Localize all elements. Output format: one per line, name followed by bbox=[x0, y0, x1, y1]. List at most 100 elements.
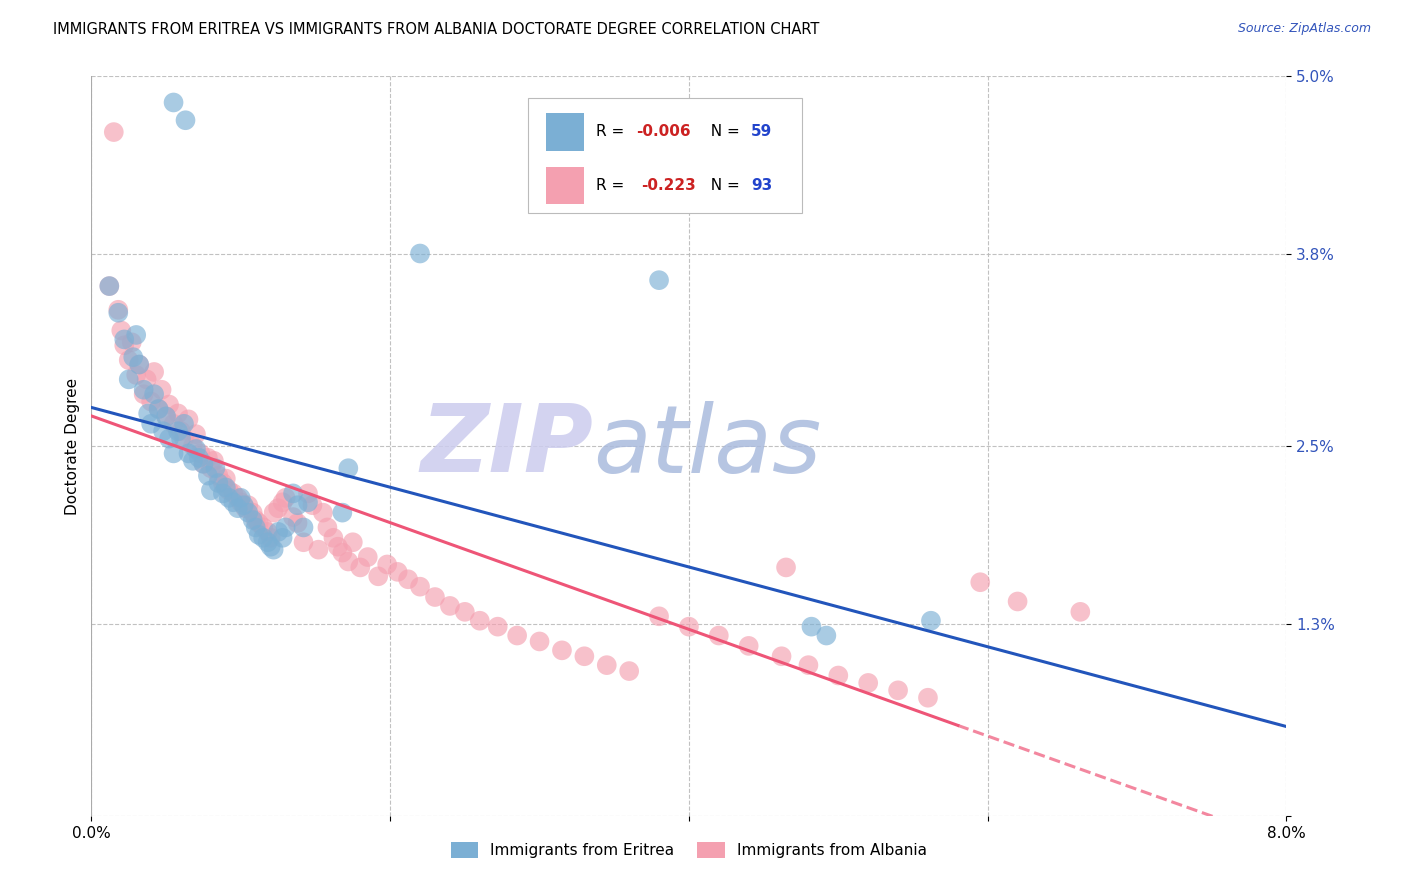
Point bbox=[332, 506, 354, 520]
Point bbox=[596, 658, 619, 673]
Point bbox=[125, 368, 148, 382]
Point bbox=[247, 528, 270, 542]
Text: ZIP: ZIP bbox=[420, 400, 593, 492]
Point bbox=[242, 513, 264, 527]
Point bbox=[190, 446, 212, 460]
Point bbox=[174, 113, 197, 128]
Point bbox=[218, 483, 240, 498]
FancyBboxPatch shape bbox=[527, 98, 803, 213]
Point bbox=[193, 457, 215, 471]
Point bbox=[887, 683, 910, 698]
Point bbox=[226, 501, 249, 516]
Point bbox=[316, 520, 339, 534]
Point bbox=[267, 524, 290, 539]
Point bbox=[307, 542, 329, 557]
Point bbox=[207, 475, 229, 490]
Point bbox=[815, 628, 838, 642]
Point bbox=[287, 498, 309, 512]
Text: 93: 93 bbox=[751, 178, 772, 193]
Point bbox=[292, 520, 315, 534]
Point bbox=[162, 417, 184, 431]
Point bbox=[170, 432, 193, 446]
Point bbox=[917, 690, 939, 705]
Point bbox=[211, 486, 233, 500]
Point bbox=[281, 486, 304, 500]
Text: 59: 59 bbox=[751, 124, 772, 139]
Point bbox=[409, 580, 432, 594]
Point bbox=[648, 273, 671, 287]
Point bbox=[274, 491, 297, 505]
Text: R =: R = bbox=[596, 124, 628, 139]
Point bbox=[132, 383, 155, 397]
Point bbox=[155, 409, 177, 424]
Point bbox=[107, 306, 129, 320]
Point bbox=[506, 628, 529, 642]
Point bbox=[177, 412, 200, 426]
Point bbox=[281, 510, 304, 524]
Point bbox=[229, 495, 252, 509]
Point bbox=[797, 658, 820, 673]
Point bbox=[233, 501, 256, 516]
Point bbox=[98, 279, 121, 293]
Text: R =: R = bbox=[596, 178, 634, 193]
Point bbox=[263, 542, 285, 557]
Point bbox=[143, 365, 166, 379]
Point bbox=[141, 417, 162, 431]
Point bbox=[486, 620, 509, 634]
Point bbox=[125, 327, 148, 342]
Legend: Immigrants from Eritrea, Immigrants from Albania: Immigrants from Eritrea, Immigrants from… bbox=[444, 836, 934, 864]
Point bbox=[247, 516, 270, 530]
Point bbox=[387, 565, 409, 579]
Point bbox=[297, 495, 319, 509]
Point bbox=[170, 424, 193, 438]
Point bbox=[332, 546, 354, 560]
Point bbox=[122, 350, 145, 364]
Point bbox=[357, 549, 380, 565]
Point bbox=[155, 409, 177, 424]
Point bbox=[256, 524, 278, 539]
Point bbox=[409, 246, 432, 260]
Point bbox=[184, 442, 207, 456]
Bar bbox=[546, 113, 583, 151]
Point bbox=[207, 468, 229, 483]
Point bbox=[148, 401, 170, 416]
Point bbox=[267, 501, 290, 516]
Point bbox=[1069, 605, 1091, 619]
Point bbox=[252, 531, 274, 545]
Point bbox=[197, 468, 219, 483]
Point bbox=[529, 634, 551, 648]
Point bbox=[167, 406, 190, 420]
Point bbox=[274, 520, 297, 534]
Point bbox=[551, 643, 574, 657]
Point bbox=[181, 454, 204, 468]
Point bbox=[215, 480, 238, 494]
Point bbox=[218, 491, 240, 505]
Point bbox=[173, 417, 195, 431]
Point bbox=[150, 383, 173, 397]
Point bbox=[337, 554, 360, 568]
Point bbox=[349, 560, 371, 574]
Point bbox=[197, 450, 219, 465]
Point bbox=[222, 495, 245, 509]
Point bbox=[256, 535, 278, 549]
Point bbox=[173, 432, 195, 446]
Point bbox=[287, 516, 309, 530]
Point bbox=[312, 506, 335, 520]
Text: N =: N = bbox=[700, 178, 745, 193]
Point bbox=[707, 628, 730, 642]
Point bbox=[259, 531, 281, 545]
Point bbox=[177, 446, 200, 460]
Point bbox=[128, 358, 150, 372]
Point bbox=[200, 461, 222, 475]
Point bbox=[162, 95, 184, 110]
Point bbox=[167, 424, 190, 438]
Point bbox=[141, 394, 162, 409]
Point bbox=[322, 531, 344, 545]
Point bbox=[157, 432, 180, 446]
Point bbox=[215, 472, 238, 486]
Point bbox=[232, 498, 254, 512]
Point bbox=[301, 498, 323, 512]
Point bbox=[121, 335, 143, 350]
Point bbox=[367, 569, 389, 583]
Point bbox=[468, 614, 491, 628]
